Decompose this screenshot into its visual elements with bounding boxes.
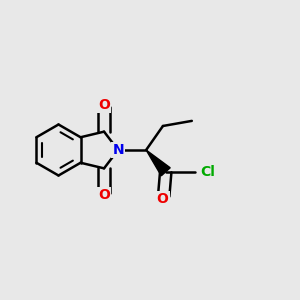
Text: O: O (98, 188, 110, 202)
Text: O: O (157, 192, 168, 206)
Text: O: O (98, 98, 110, 112)
Text: N: N (112, 143, 124, 157)
Text: Cl: Cl (200, 165, 215, 179)
Polygon shape (146, 150, 170, 176)
